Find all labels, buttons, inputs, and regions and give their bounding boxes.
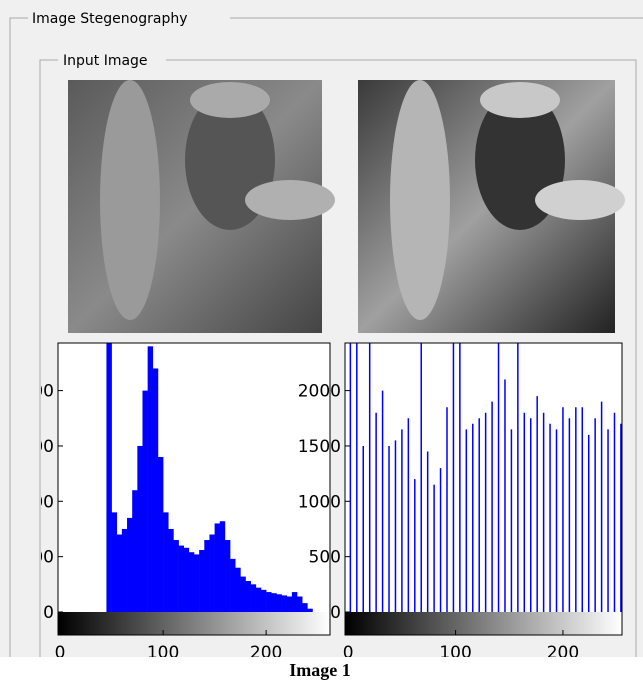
x-tick-label: 200 (250, 643, 282, 663)
stego-image (358, 80, 625, 333)
histogram-bar (224, 540, 231, 612)
histogram-bar (157, 457, 164, 612)
y-tick-label: 2000 (298, 382, 341, 402)
histogram-bar (121, 528, 128, 612)
y-tick-label: 1500 (298, 437, 341, 457)
colorbar (58, 612, 330, 635)
histogram-bar (297, 596, 303, 612)
y-tick-label: 0 (330, 603, 341, 623)
histogram-bar (183, 547, 190, 612)
histogram-bar (291, 592, 298, 612)
y-tick-label: 0 (43, 603, 54, 623)
histogram-bar (168, 528, 174, 612)
histogram-bar (266, 592, 272, 612)
histogram-bar (188, 552, 195, 612)
y-tick-label: 2000 (11, 382, 54, 402)
histogram-bar (281, 595, 288, 612)
histogram-bar (302, 603, 308, 612)
x-tick-label: 0 (343, 643, 354, 663)
y-tick-label: 1500 (11, 437, 54, 457)
histogram-bar (245, 581, 251, 612)
page-bg (0, 657, 643, 691)
input-image (68, 80, 335, 333)
y-tick-label: 500 (22, 548, 54, 568)
x-tick-label: 0 (55, 643, 66, 663)
histogram-bar (307, 608, 313, 612)
axes-frame (57, 342, 331, 636)
histogram-bar (204, 540, 210, 612)
histogram-bar (271, 593, 277, 612)
axes-bg (345, 343, 622, 635)
histogram-bar (194, 554, 200, 612)
histogram-bar (250, 584, 257, 612)
x-tick-label: 200 (547, 643, 579, 663)
caption: Image 1 (289, 660, 351, 680)
histogram-bar (260, 589, 267, 612)
histogram-bar (219, 521, 226, 612)
x-tick-label: 100 (147, 643, 179, 663)
histogram-bar (111, 512, 118, 612)
histogram-bar (240, 576, 246, 612)
histogram-bar (127, 517, 133, 612)
histogram-bar (142, 390, 148, 612)
histogram-bar (163, 512, 169, 612)
y-tick-label: 1000 (11, 492, 54, 512)
histogram-bar (235, 567, 241, 612)
histogram-bar (137, 445, 143, 612)
histogram-bar (106, 343, 112, 612)
subpanel-border (39, 59, 637, 657)
histogram-bar (209, 534, 215, 612)
histogram-bar (286, 596, 293, 612)
histogram-bar (199, 550, 205, 612)
histogram-bar (276, 594, 282, 612)
y-tick-label: 500 (309, 548, 341, 568)
histogram-bar (214, 523, 221, 612)
axes-frame (344, 342, 623, 636)
x-tick-label: 100 (439, 643, 471, 663)
histogram-bar (173, 540, 179, 612)
histogram-bar (230, 558, 236, 612)
subpanel-title: Input Image (63, 53, 148, 69)
histogram-bar (132, 490, 138, 612)
histogram-bar (147, 346, 154, 612)
histogram-bar (178, 545, 184, 612)
panel-border (9, 17, 643, 657)
colorbar (345, 612, 622, 635)
panel-title: Image Stegenography (32, 11, 188, 27)
histogram-bar (116, 534, 123, 612)
histogram-bar (255, 587, 262, 612)
histogram-bar (152, 368, 159, 612)
y-tick-label: 1000 (298, 492, 341, 512)
